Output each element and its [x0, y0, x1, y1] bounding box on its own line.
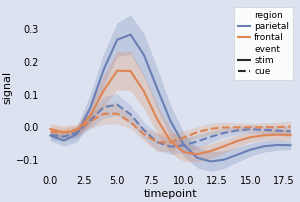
Y-axis label: signal: signal — [3, 71, 13, 104]
X-axis label: timepoint: timepoint — [144, 189, 197, 199]
Legend: region, parietal, frontal, event, stim, cue: region, parietal, frontal, event, stim, … — [234, 7, 293, 80]
